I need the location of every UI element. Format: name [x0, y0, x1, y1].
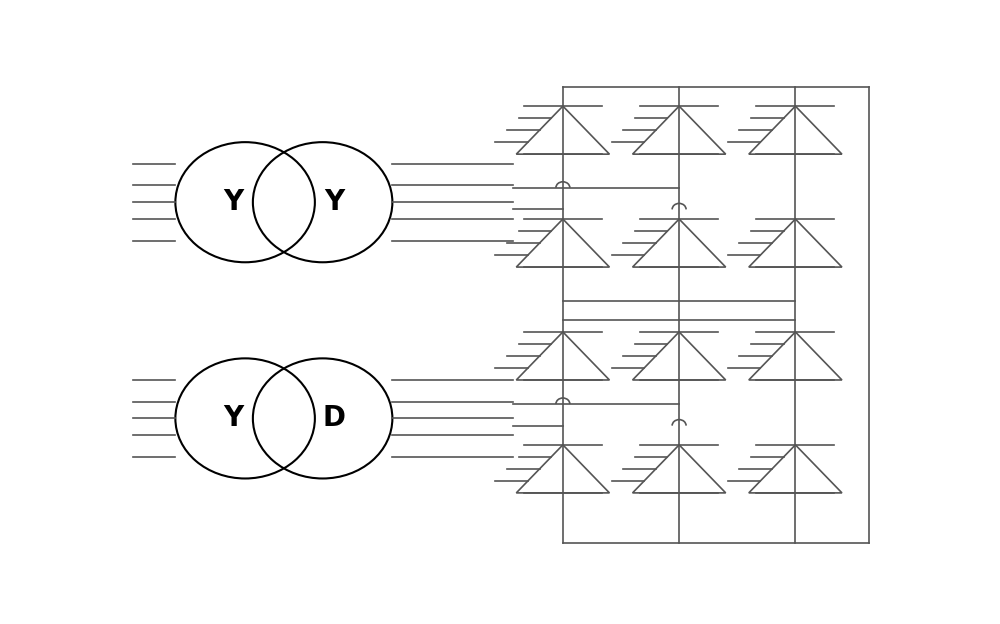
Text: Y: Y	[223, 404, 244, 432]
Text: Y: Y	[324, 188, 344, 216]
Text: D: D	[323, 404, 346, 432]
Text: Y: Y	[223, 188, 244, 216]
